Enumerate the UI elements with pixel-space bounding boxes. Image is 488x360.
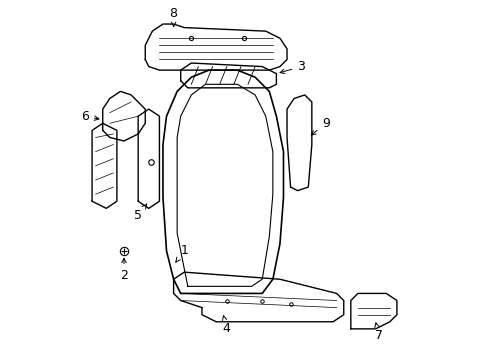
Text: 4: 4 <box>222 316 230 336</box>
Text: 9: 9 <box>311 117 329 135</box>
Text: 3: 3 <box>280 60 305 73</box>
Text: 1: 1 <box>175 244 188 262</box>
Text: 7: 7 <box>374 323 383 342</box>
Text: 2: 2 <box>120 258 128 282</box>
Text: 8: 8 <box>169 7 177 27</box>
Text: 5: 5 <box>134 204 146 222</box>
Text: 6: 6 <box>81 110 99 123</box>
